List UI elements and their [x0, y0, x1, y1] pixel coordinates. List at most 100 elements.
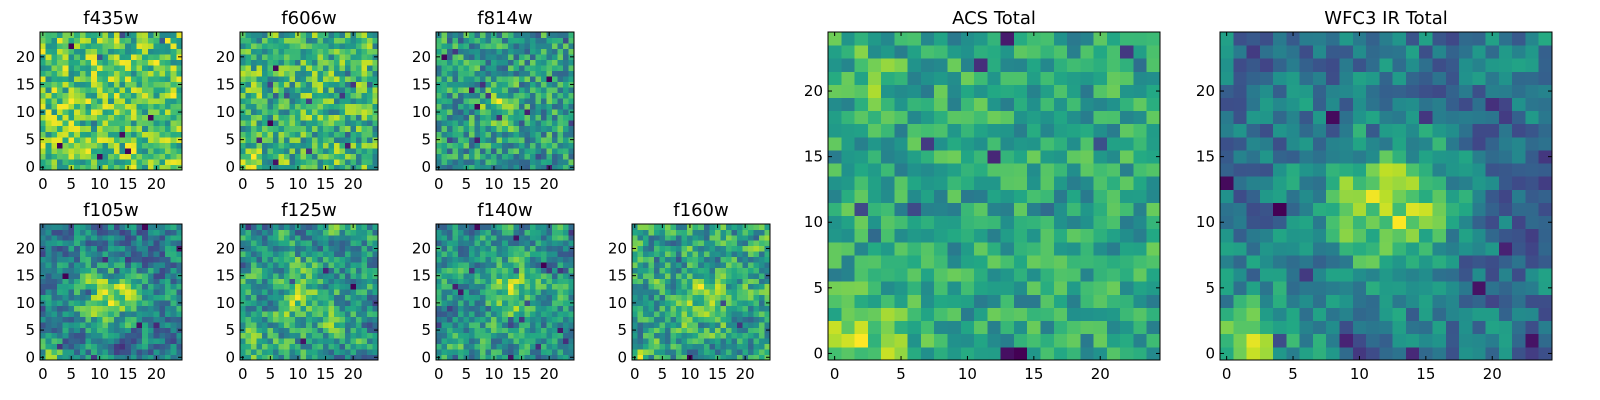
- heatmap-cell: [295, 59, 302, 66]
- heatmap-cell: [1106, 320, 1121, 335]
- heatmap-cell: [1080, 176, 1094, 190]
- heatmap-cell: [267, 109, 274, 116]
- heatmap-cell: [546, 48, 553, 55]
- heatmap-cell: [278, 87, 285, 94]
- heatmap-cell: [74, 65, 81, 72]
- heatmap-cell: [74, 43, 81, 49]
- heatmap-cell: [480, 131, 487, 138]
- heatmap-cell: [317, 142, 324, 149]
- heatmap-cell: [74, 327, 81, 334]
- heatmap-cell: [524, 283, 531, 290]
- heatmap-cell: [452, 98, 459, 105]
- heatmap-cell: [164, 294, 172, 301]
- heatmap-cell: [894, 320, 909, 335]
- heatmap-cell: [350, 136, 357, 143]
- heatmap-cell: [251, 125, 257, 132]
- heatmap-cell: [142, 43, 149, 49]
- heatmap-cell: [284, 251, 291, 258]
- heatmap-cell: [458, 245, 464, 252]
- heatmap-cell: [447, 109, 453, 116]
- heatmap-cell: [240, 114, 246, 121]
- heatmap-cell: [480, 136, 487, 143]
- heatmap-cell: [91, 98, 98, 105]
- heatmap-cell: [828, 320, 842, 335]
- heatmap-cell: [524, 240, 531, 247]
- heatmap-cell: [40, 98, 47, 105]
- heatmap-cell: [1133, 241, 1148, 256]
- heatmap-cell: [1106, 281, 1121, 295]
- heatmap-cell: [57, 120, 64, 127]
- heatmap-cell: [153, 305, 160, 312]
- heatmap-cell: [240, 37, 246, 44]
- heatmap-cell: [637, 327, 644, 334]
- heatmap-cell: [447, 234, 453, 241]
- heatmap-cell: [496, 92, 503, 99]
- heatmap-cell: [458, 343, 464, 350]
- heatmap-cell: [698, 305, 705, 312]
- heatmap-cell: [841, 189, 855, 203]
- heatmap-cell: [245, 300, 252, 306]
- heatmap-cell: [907, 255, 922, 269]
- heatmap-cell: [747, 272, 754, 279]
- heatmap-cell: [267, 289, 274, 296]
- heatmap-cell: [546, 81, 553, 88]
- heatmap-cell: [361, 338, 368, 345]
- heatmap-cell: [306, 142, 313, 149]
- heatmap-cell: [278, 147, 285, 154]
- heatmap-cell: [452, 354, 459, 361]
- heatmap-cell: [153, 125, 160, 132]
- heatmap-cell: [311, 316, 318, 323]
- heatmap-cell: [881, 255, 895, 269]
- heatmap-cell: [51, 103, 58, 110]
- heatmap-cell: [361, 92, 368, 99]
- heatmap-cell: [102, 278, 109, 285]
- heatmap-cell: [300, 103, 307, 110]
- heatmap-cell: [147, 114, 154, 121]
- heatmap-cell: [714, 343, 721, 350]
- heatmap-cell: [665, 262, 672, 268]
- heatmap-cell: [108, 65, 115, 72]
- heatmap-cell: [535, 234, 542, 241]
- heatmap-cell: [62, 289, 69, 296]
- heatmap-cell: [1120, 189, 1134, 203]
- heatmap-cell: [136, 267, 143, 274]
- heatmap-cell: [295, 54, 302, 60]
- heatmap-cell: [350, 125, 357, 132]
- heatmap-cell: [709, 343, 716, 350]
- heatmap-cell: [496, 70, 503, 77]
- heatmap-cell: [344, 120, 351, 127]
- heatmap-cell: [108, 262, 115, 268]
- heatmap-cell: [502, 92, 509, 99]
- heatmap-cell: [68, 103, 75, 110]
- heatmap-cell: [947, 241, 962, 256]
- heatmap-cell: [557, 305, 564, 312]
- heatmap-cell: [518, 87, 525, 94]
- heatmap-cell: [934, 215, 948, 230]
- heatmap-cell: [284, 125, 291, 132]
- heatmap-cell: [720, 300, 727, 306]
- heatmap-cell: [366, 300, 373, 306]
- heatmap-cell: [113, 147, 120, 154]
- heatmap-cell: [458, 283, 464, 290]
- heatmap-cell: [273, 59, 280, 66]
- heatmap-cell: [513, 158, 520, 165]
- heatmap-cell: [79, 153, 86, 160]
- heatmap-cell: [333, 272, 340, 279]
- heatmap-cell: [57, 147, 64, 154]
- heatmap-cell: [687, 245, 694, 252]
- heatmap-cell: [245, 224, 252, 230]
- heatmap-cell: [524, 125, 531, 132]
- heatmap-cell: [251, 43, 257, 49]
- x-tick-label: 10: [484, 365, 503, 383]
- heatmap-cell: [306, 70, 313, 77]
- heatmap-cell: [284, 321, 291, 328]
- heatmap-cell: [361, 229, 368, 236]
- heatmap-cell: [256, 81, 263, 88]
- heatmap-cell: [164, 120, 172, 127]
- heatmap-cell: [452, 136, 459, 143]
- heatmap-cell: [562, 37, 569, 44]
- heatmap-cell: [96, 343, 103, 350]
- heatmap-cell: [758, 343, 765, 350]
- heatmap-cell: [562, 240, 569, 247]
- heatmap-cell: [568, 234, 575, 241]
